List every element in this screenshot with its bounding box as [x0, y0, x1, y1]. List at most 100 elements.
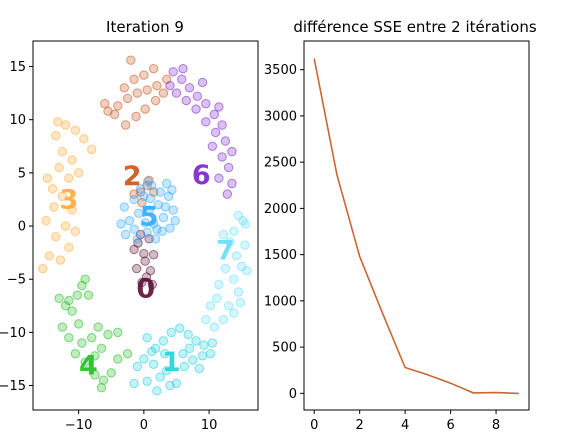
scatter-point	[194, 363, 205, 374]
cluster-label: 0	[136, 274, 155, 305]
scatter-point	[240, 240, 250, 250]
scatter-point	[86, 144, 97, 155]
scatter-point	[205, 301, 216, 311]
x-tick-label: 10	[201, 418, 218, 433]
scatter-point	[148, 63, 159, 74]
y-tick-label: 5	[18, 166, 26, 181]
y-tick-label: 2000	[264, 202, 297, 217]
sse-title: différence SSE entre 2 itérations	[293, 18, 536, 36]
scatter-point	[70, 125, 81, 136]
scatter-point	[209, 109, 220, 120]
cluster-label: 7	[216, 235, 235, 266]
scatter-point	[140, 218, 150, 228]
scatter-point	[201, 314, 211, 325]
scatter-point	[129, 194, 139, 205]
scatter-point	[181, 95, 191, 106]
scatter-point	[139, 248, 149, 259]
scatter-point	[192, 91, 203, 101]
scatter-point	[142, 85, 152, 95]
scatter-point	[166, 327, 176, 338]
scatter-point	[210, 127, 221, 138]
scatter-point	[167, 185, 177, 195]
scatter-point	[96, 343, 107, 354]
scatter-point	[205, 348, 216, 359]
scatter-point	[132, 361, 143, 372]
scatter-point	[119, 202, 130, 212]
scatter-point	[64, 295, 74, 306]
scatter-point	[124, 216, 135, 226]
scatter-point	[131, 111, 141, 122]
sse-line	[313, 58, 519, 395]
scatter-point	[79, 134, 89, 144]
scatter-point	[131, 263, 142, 274]
scatter-point	[113, 101, 123, 111]
scatter-point	[229, 274, 239, 284]
scatter-point	[150, 95, 161, 106]
scatter-point	[77, 338, 87, 348]
scatter-point	[64, 173, 74, 183]
scatter-point	[70, 348, 81, 359]
scatter-point	[218, 229, 229, 240]
scatter-point	[171, 88, 182, 98]
scatter-point	[64, 332, 74, 343]
cluster-label: 4	[79, 350, 98, 381]
scatter-point	[218, 314, 229, 325]
scatter-point	[129, 224, 139, 234]
scatter-point	[49, 202, 59, 212]
scatter-point	[175, 323, 185, 333]
scatter-point	[225, 237, 235, 247]
scatter-point	[217, 152, 227, 162]
scatter-point	[57, 146, 68, 157]
scatter-x-ticks: −10 0 10	[65, 410, 217, 433]
y-tick-label: 1500	[264, 248, 297, 263]
scatter-point	[55, 255, 66, 265]
sse-axes-frame	[303, 40, 530, 411]
scatter-point	[191, 104, 201, 114]
scatter-point	[191, 336, 201, 346]
scatter-point	[209, 322, 220, 332]
x-tick-label: 0	[310, 418, 318, 433]
scatter-title: Iteration 9	[106, 18, 184, 36]
scatter-point	[144, 205, 154, 215]
scatter-point	[183, 329, 193, 340]
scatter-point	[220, 136, 231, 146]
y-tick-label: −5	[7, 273, 26, 288]
scatter-point	[214, 102, 224, 112]
scatter-point	[135, 184, 146, 194]
scatter-point	[188, 355, 198, 365]
scatter-point	[64, 242, 74, 252]
scatter-point	[240, 219, 251, 229]
y-tick-label: 500	[272, 341, 297, 356]
scatter-point	[54, 162, 64, 173]
scatter-point	[165, 80, 175, 91]
scatter-point	[197, 351, 208, 361]
scatter-point	[73, 319, 84, 329]
scatter-y-ticks: −15 −10 −5 0 5 10 15	[0, 60, 33, 394]
x-tick-label: 0	[140, 418, 148, 433]
scatter-point	[140, 256, 150, 266]
scatter-point	[201, 99, 211, 109]
scatter-point	[126, 55, 136, 65]
scatter-point	[178, 348, 188, 359]
scatter-point	[212, 293, 222, 304]
scatter-point	[223, 162, 234, 173]
scatter-point	[214, 279, 224, 290]
cluster-labels: 0 1 2 3 4 5 6 7	[59, 160, 234, 381]
scatter-point	[161, 365, 172, 376]
scatter-point	[184, 83, 195, 93]
scatter-point	[184, 343, 195, 354]
scatter-point	[80, 274, 90, 284]
y-tick-label: 15	[9, 60, 26, 75]
scatter-point	[80, 357, 90, 367]
y-tick-label: 3000	[264, 109, 297, 124]
scatter-point	[197, 77, 208, 88]
scatter-point	[53, 117, 63, 127]
scatter-point	[90, 370, 100, 380]
scatter-point	[67, 155, 77, 165]
scatter-point	[158, 336, 169, 346]
scatter-point	[120, 120, 131, 130]
sse-series	[313, 58, 519, 395]
scatter-point	[57, 322, 68, 332]
scatter-panel: Iteration 9 0 1 2 3 4 5 6 7 −10 0 10 −15 −10 −5 0 5 10…	[0, 18, 259, 433]
scatter-point	[147, 279, 158, 290]
